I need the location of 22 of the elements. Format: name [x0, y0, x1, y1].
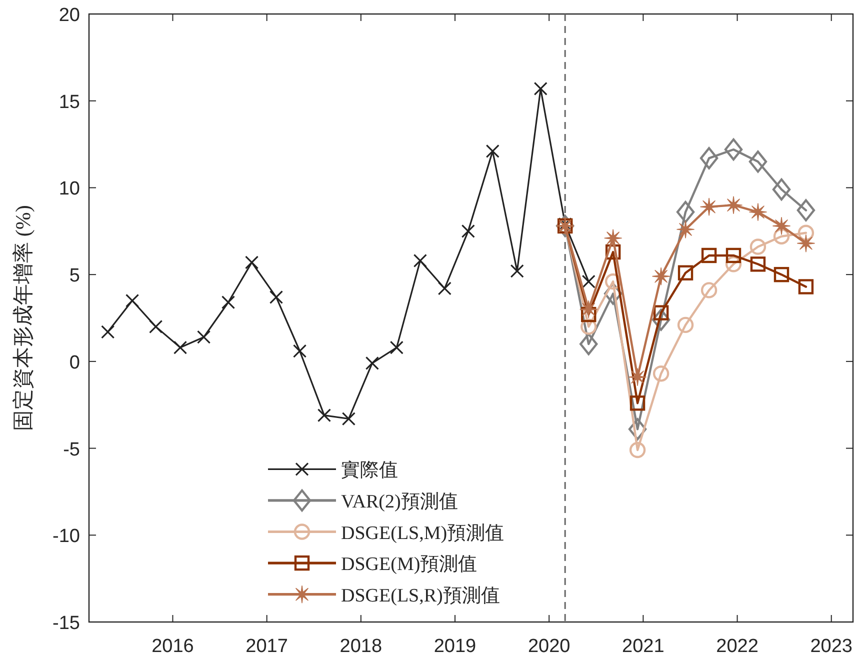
y-tick-label: 10 [58, 178, 80, 200]
y-tick-label: -10 [52, 526, 80, 548]
legend-label: DSGE(M)預測值 [341, 554, 478, 576]
x-tick-label: 2016 [152, 636, 194, 657]
y-tick-label: 15 [58, 92, 80, 113]
y-axis-title: 固定資本形成年增率 (%) [11, 205, 35, 431]
y-tick-label: -5 [63, 439, 80, 460]
legend-label: VAR(2)預測值 [341, 491, 458, 512]
y-tick-label: 5 [69, 266, 80, 287]
x-tick-label: 2019 [434, 636, 476, 657]
x-tick-label: 2023 [810, 636, 852, 657]
x-tick-label: 2022 [716, 636, 758, 657]
x-tick-label: 2021 [622, 636, 664, 657]
y-tick-label: 0 [69, 352, 80, 374]
legend-label: DSGE(LS,R)預測值 [341, 585, 500, 606]
x-tick-label: 2017 [246, 636, 288, 657]
y-tick-label: -15 [52, 613, 80, 634]
x-tick-label: 2020 [528, 636, 570, 657]
x-tick-label: 2018 [340, 636, 382, 657]
y-tick-label: 20 [58, 5, 80, 26]
legend-label: DSGE(LS,M)預測值 [341, 522, 504, 544]
legend-label: 實際值 [341, 460, 398, 482]
